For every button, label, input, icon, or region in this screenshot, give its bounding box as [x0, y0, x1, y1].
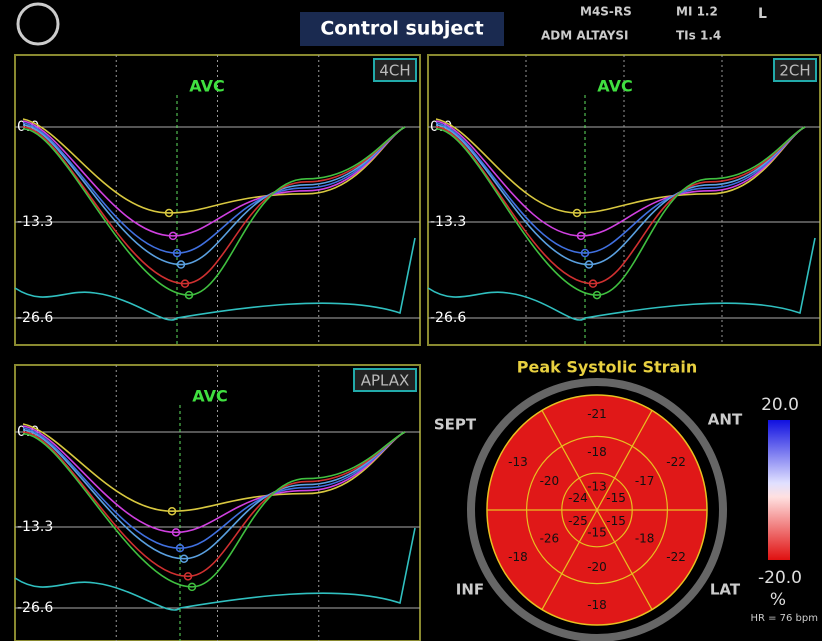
title: Control subject [320, 18, 483, 40]
info: MI 1.2 [676, 5, 718, 19]
view-label-box [373, 58, 417, 82]
segment-value: -15 [606, 491, 626, 505]
peak-marker [164, 208, 174, 218]
peak-marker [184, 290, 194, 300]
ecg-trace [427, 237, 816, 321]
strain-curve [22, 431, 406, 578]
peak-marker [592, 290, 602, 300]
view-label: APLAX [361, 372, 410, 390]
strain-curve [435, 126, 806, 296]
info: ADM ALTAYSI [541, 29, 629, 43]
strain-curve [435, 124, 806, 266]
peak-marker [187, 582, 197, 592]
segment-value: -21 [587, 407, 607, 421]
segment-value: -18 [635, 531, 655, 545]
axis-label: -26.6 [17, 310, 53, 326]
heart-rate: HR = 76 bpm [750, 613, 818, 624]
logo [16, 2, 60, 46]
peak-marker [183, 572, 193, 581]
peak-marker [168, 231, 178, 241]
info: L [758, 6, 767, 22]
color-bar [768, 420, 790, 560]
strain-curve [22, 431, 406, 588]
peak-marker [572, 208, 582, 218]
ecg-trace [14, 527, 416, 611]
peak-marker [167, 506, 177, 516]
avc-label: AVC [192, 387, 227, 406]
peak-marker [171, 528, 181, 537]
peak-marker [584, 260, 594, 269]
strain-curve [22, 120, 406, 237]
segment-value: -25 [568, 514, 588, 528]
segment-value: -15 [587, 526, 607, 540]
peak-marker [179, 554, 189, 563]
strain-curve [22, 425, 406, 534]
wall-label: SEPT [434, 416, 477, 434]
peak-marker [176, 260, 186, 269]
bullseye-title: Peak Systolic Strain [517, 358, 697, 377]
segment-value: -22 [666, 550, 686, 564]
info: M4S-RS [580, 5, 632, 19]
segment-value: -18 [587, 598, 607, 612]
segment-value: -13 [587, 480, 607, 494]
strain-curve [22, 427, 406, 549]
ecg-trace [14, 237, 416, 321]
peak-marker [175, 543, 185, 553]
segment-value: -20 [540, 474, 560, 488]
segment-value: -15 [606, 514, 626, 528]
segment-value: -26 [540, 531, 560, 545]
view-label-box [353, 368, 417, 392]
peak-marker [576, 231, 586, 241]
peak-marker [172, 248, 182, 258]
axis-label: -26.6 [430, 310, 466, 326]
view-label: 2CH [779, 62, 810, 80]
strain-curve [22, 118, 406, 214]
strain-curve [22, 126, 406, 296]
bullseye-rim [467, 378, 727, 641]
info: TIs 1.4 [676, 29, 721, 43]
axis-label: -13.3 [430, 214, 466, 230]
wall-label: ANT [708, 411, 743, 429]
avc-label: AVC [189, 77, 224, 96]
view-label-box [773, 58, 817, 82]
segment-value: -20 [587, 560, 607, 574]
strain-curve [435, 122, 806, 254]
segment-value: -13 [508, 455, 528, 469]
segment-value: -18 [587, 445, 607, 459]
segment-value: -22 [666, 455, 686, 469]
strain-curve [22, 124, 406, 266]
strain-curve [22, 429, 406, 560]
strain-curve [22, 423, 406, 513]
strain-curve [435, 120, 806, 237]
peak-marker [180, 279, 190, 288]
title-box [300, 12, 504, 46]
strain-curve [22, 122, 406, 254]
scale-max: 20.0 [761, 395, 799, 415]
axis-label: -26.6 [17, 600, 53, 616]
strain-curve [22, 126, 406, 285]
view-label: 4CH [379, 62, 410, 80]
strain-curve [435, 118, 806, 214]
scale-min: -20.0 [758, 568, 802, 588]
segment-border [541, 410, 653, 610]
avc-label: AVC [597, 77, 632, 96]
strain-curve [435, 126, 806, 285]
wall-label: LAT [710, 581, 741, 599]
peak-marker [588, 279, 598, 288]
peak-marker [580, 248, 590, 258]
axis-label: -13.3 [17, 519, 53, 535]
axis-label: -13.3 [17, 214, 53, 230]
wall-label: INF [456, 581, 484, 599]
scale-unit: % [770, 590, 786, 610]
segment-value: -18 [508, 550, 528, 564]
segment-value: -17 [635, 474, 655, 488]
segment-value: -24 [568, 491, 588, 505]
